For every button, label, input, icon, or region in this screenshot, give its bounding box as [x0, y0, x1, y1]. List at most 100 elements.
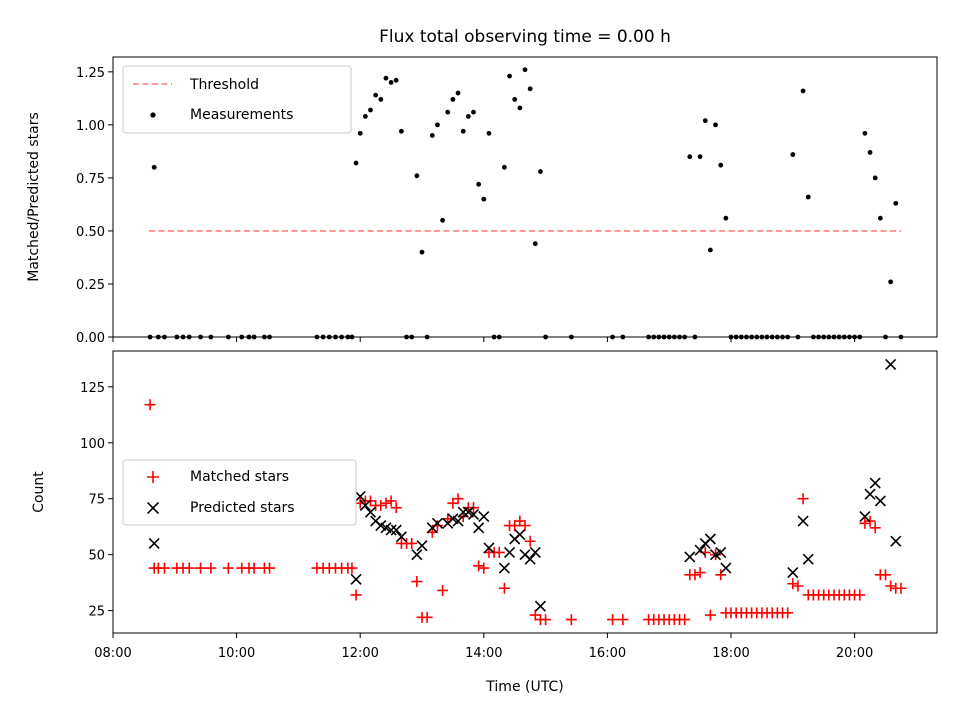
measurement-point — [502, 164, 507, 170]
matched-star-point — [195, 562, 207, 574]
measurement-point — [388, 80, 394, 85]
measurement-point — [862, 130, 868, 136]
measurement-point — [353, 160, 359, 166]
threshold-legend-label: Threshold — [189, 77, 259, 93]
matched-star-point — [679, 614, 691, 626]
predicted-star-point — [684, 551, 696, 563]
predicted-star-point — [498, 562, 510, 574]
matched-star-point — [493, 546, 505, 558]
matched-star-point — [524, 535, 536, 547]
matched-star-point — [859, 517, 871, 529]
matched-star-point — [205, 562, 217, 574]
measurement-point — [471, 109, 476, 115]
predicted-star-point — [395, 531, 407, 543]
top-y-tick-label: 0.00 — [76, 331, 105, 346]
measurement-point — [532, 241, 538, 247]
bottom-y-tick-label: 75 — [88, 493, 105, 508]
predicted-star-point — [694, 544, 706, 556]
top-y-axis-label: Matched/Predicted stars — [26, 112, 42, 282]
matched-star-point — [452, 493, 464, 505]
predicted-stars-legend-label: Predicted stars — [190, 500, 295, 516]
predicted-star-point — [431, 517, 444, 529]
bottom-panel: 25 50 75 100 125 08:00 10:00 12:00 14:00 16:00 18… — [31, 350, 938, 695]
measurement-point — [723, 215, 729, 221]
bottom-y-tick-label: 50 — [88, 549, 105, 564]
measurement-point — [399, 128, 404, 134]
top-y-tick-label: 0.25 — [76, 278, 105, 293]
measurement-point — [429, 133, 435, 138]
measurement-point — [522, 67, 528, 73]
predicted-star-point — [473, 522, 485, 534]
top-plot-data — [147, 67, 904, 340]
measurement-point — [527, 86, 533, 92]
measurement-point — [450, 97, 456, 102]
bottom-x-axis-label: Time (UTC) — [485, 679, 563, 695]
top-chart-title: Flux total observing time = 0.00 h — [379, 27, 671, 47]
measurement-point — [445, 109, 451, 115]
matched-star-point — [183, 562, 195, 574]
matched-star-point — [248, 562, 260, 574]
measurement-point — [476, 181, 482, 187]
predicted-star-point — [869, 477, 881, 489]
matched-star-point — [689, 569, 701, 581]
measurement-point — [373, 92, 379, 98]
top-y-tick-label: 1.00 — [76, 119, 105, 134]
measurement-point — [383, 75, 389, 81]
matched-star-point — [144, 399, 156, 411]
matched-star-point — [509, 520, 521, 532]
matched-star-point — [350, 589, 362, 601]
measurement-point — [538, 169, 543, 174]
top-y-tick-label: 0.75 — [76, 172, 105, 187]
measurements-legend-swatch — [150, 112, 156, 118]
bottom-plot-data — [144, 358, 907, 626]
measurements-legend-label: Measurements — [190, 107, 293, 123]
matched-star-point — [617, 614, 629, 626]
measurement-point — [687, 154, 693, 160]
matched-star-point — [447, 497, 459, 509]
predicted-star-point — [416, 540, 428, 552]
measurement-point — [440, 217, 445, 223]
measurement-point — [702, 118, 708, 124]
matched-star-point — [565, 614, 577, 626]
predicted-star-point — [534, 600, 547, 612]
top-x-axis — [112, 337, 856, 342]
measurement-point — [419, 249, 425, 255]
predicted-star-point — [483, 542, 495, 554]
bottom-x-tick-label: 18:00 — [712, 646, 749, 661]
matched-star-point — [390, 502, 402, 514]
bottom-x-tick-label: 08:00 — [94, 646, 131, 661]
measurement-point — [414, 173, 420, 179]
predicted-star-point — [524, 553, 536, 565]
predicted-stars-legend-swatch — [146, 501, 160, 515]
matched-star-point — [375, 499, 387, 511]
bottom-x-tick-label: 20:00 — [836, 646, 873, 661]
top-y-tick-label: 1.25 — [76, 66, 105, 81]
matched-star-point — [880, 569, 891, 581]
matched-star-point — [694, 567, 706, 579]
matched-star-point — [473, 560, 485, 572]
matched-star-point — [421, 611, 433, 623]
predicted-star-point — [864, 488, 876, 500]
measurement-point — [357, 130, 363, 136]
measurement-point — [708, 247, 713, 253]
top-legend-box — [122, 65, 352, 134]
matched-star-point — [222, 562, 234, 574]
measurement-point — [378, 97, 384, 102]
matched-star-point — [854, 589, 866, 601]
predicted-star-point — [802, 553, 814, 565]
matched-star-point — [519, 520, 531, 532]
predicted-star-point — [890, 535, 902, 547]
top-y-axis: 0.00 0.25 0.50 0.75 1.00 1.25 — [76, 66, 113, 346]
matched-stars-legend-swatch — [147, 471, 159, 483]
matched-star-point — [715, 569, 727, 581]
predicted-star-point — [859, 511, 871, 523]
predicted-star-point — [885, 358, 897, 370]
matched-star-point — [264, 562, 276, 574]
bottom-x-tick-label: 10:00 — [218, 646, 255, 661]
matched-star-point — [498, 582, 510, 594]
measurement-point — [486, 130, 492, 136]
predicted-star-point — [787, 567, 799, 579]
matched-star-point — [869, 522, 881, 534]
matched-star-point — [704, 609, 716, 621]
